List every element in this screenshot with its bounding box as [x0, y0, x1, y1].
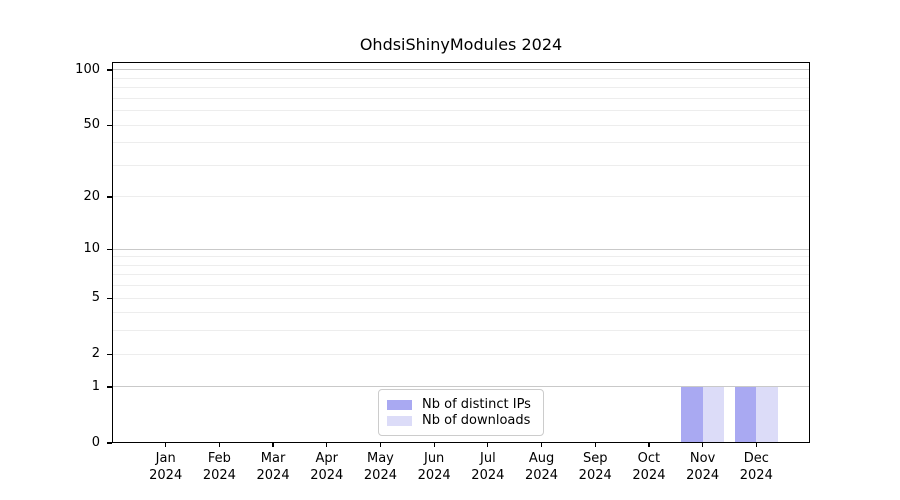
x-tick-label: Oct 2024: [632, 451, 666, 483]
y-tick-mark: [107, 297, 112, 299]
x-tick-mark: [165, 443, 167, 447]
y-tick-mark: [107, 124, 112, 126]
x-tick-mark: [218, 443, 220, 447]
major-gridline: [112, 386, 810, 388]
legend-label-downloads: Nb of downloads: [422, 413, 531, 428]
x-tick-label: Nov 2024: [686, 451, 720, 483]
minor-gridline: [112, 110, 810, 112]
minor-gridline: [112, 264, 810, 266]
y-tick-label: 5: [91, 290, 100, 306]
x-tick-label: Jun 2024: [417, 451, 451, 483]
x-tick-mark: [379, 443, 382, 447]
x-tick-label: Apr 2024: [310, 451, 344, 483]
minor-gridline: [112, 87, 810, 89]
minor-gridline: [112, 164, 810, 166]
minor-gridline: [112, 124, 810, 126]
x-tick-label: May 2024: [363, 451, 397, 483]
x-tick-mark: [594, 443, 596, 447]
y-tick-mark: [107, 196, 112, 198]
bar-downloads: [702, 386, 725, 443]
legend-swatch-distinct-ips: [387, 399, 412, 410]
bar-distinct-ips: [681, 386, 703, 443]
bar-downloads: [756, 386, 778, 443]
y-tick-mark: [107, 248, 112, 250]
y-tick-mark: [107, 442, 112, 444]
x-tick-label: Sep 2024: [578, 451, 612, 483]
y-tick-label: 0: [91, 435, 100, 450]
y-tick-mark: [107, 69, 112, 71]
x-tick-mark: [433, 443, 435, 447]
x-tick-label: Mar 2024: [256, 451, 290, 483]
minor-gridline: [112, 274, 810, 276]
y-tick-label: 20: [83, 188, 100, 204]
minor-gridline: [112, 312, 810, 314]
legend-item-distinct-ips: Nb of distinct IPs: [387, 397, 533, 412]
major-gridline: [112, 69, 810, 71]
minor-gridline: [112, 196, 810, 198]
minor-gridline: [112, 77, 810, 79]
legend: Nb of distinct IPs Nb of downloads: [378, 389, 544, 436]
minor-gridline: [112, 353, 810, 355]
minor-gridline: [112, 256, 810, 258]
x-tick-mark: [326, 443, 328, 447]
legend-label-distinct-ips: Nb of distinct IPs: [422, 397, 531, 412]
x-tick-mark: [702, 443, 704, 447]
minor-gridline: [112, 142, 810, 144]
minor-gridline: [112, 330, 810, 332]
x-tick-label: Jul 2024: [471, 451, 505, 483]
x-tick-mark: [755, 443, 757, 447]
legend-item-downloads: Nb of downloads: [387, 413, 533, 428]
minor-gridline: [112, 297, 810, 299]
bar-distinct-ips: [734, 386, 757, 443]
x-tick-mark: [487, 443, 489, 447]
y-tick-mark: [107, 353, 112, 355]
x-tick-label: Aug 2024: [524, 451, 559, 483]
x-tick-mark: [540, 443, 543, 447]
minor-gridline: [112, 285, 810, 287]
minor-gridline: [112, 97, 810, 99]
y-tick-label: 10: [83, 241, 100, 257]
chart-title: OhdsiShinyModules 2024: [359, 35, 563, 54]
x-tick-label: Jan 2024: [149, 451, 183, 483]
x-tick-mark: [648, 443, 650, 447]
y-tick-label: 1: [91, 378, 100, 394]
legend-swatch-downloads: [387, 415, 412, 426]
x-tick-label: Feb 2024: [202, 451, 236, 483]
y-tick-mark: [107, 386, 112, 388]
y-tick-label: 50: [83, 117, 100, 133]
x-tick-label: Dec 2024: [739, 451, 773, 483]
major-gridline: [112, 248, 810, 250]
x-tick-mark: [272, 443, 274, 447]
y-tick-label: 2: [91, 346, 100, 362]
y-tick-label: 100: [75, 61, 100, 77]
